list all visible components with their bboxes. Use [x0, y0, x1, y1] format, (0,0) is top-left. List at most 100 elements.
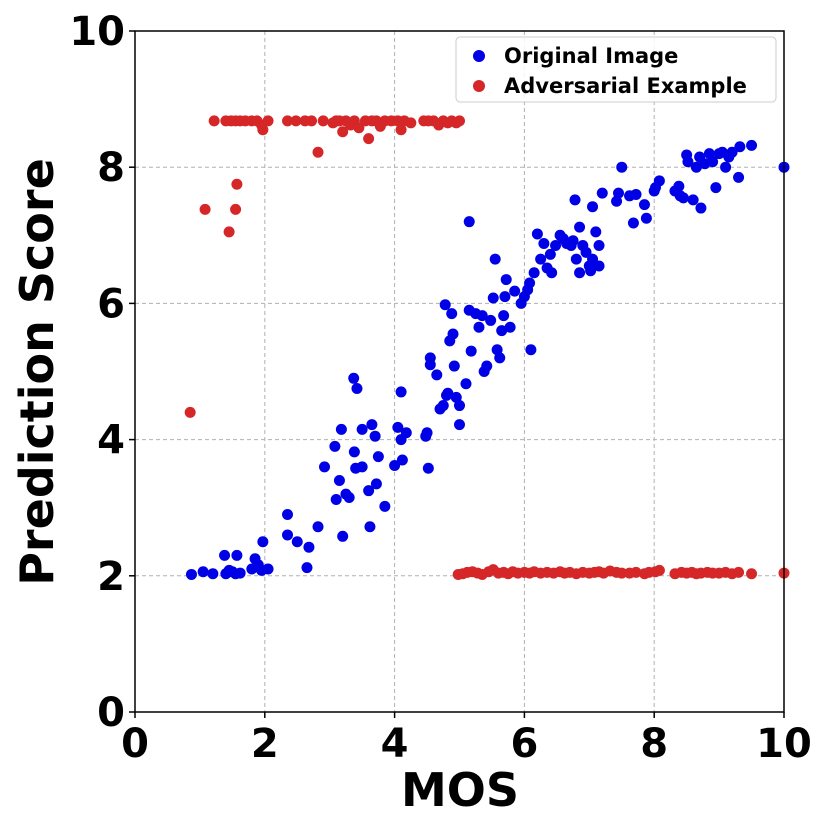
- original-image-point: [363, 485, 375, 497]
- adversarial-example-point: [262, 115, 274, 127]
- original-image-point: [395, 386, 407, 398]
- original-image-point: [570, 253, 582, 265]
- adversarial-example-point: [653, 564, 665, 576]
- series-adversarial-example: [184, 115, 790, 580]
- original-image-point: [197, 566, 209, 578]
- original-image-point: [535, 253, 547, 265]
- original-image-point: [494, 352, 506, 364]
- original-image-point: [348, 372, 360, 384]
- original-image-point: [337, 530, 349, 542]
- original-image-point: [351, 383, 363, 395]
- legend-box: [455, 36, 777, 103]
- adversarial-example-point: [231, 178, 243, 190]
- original-image-point: [640, 212, 652, 224]
- original-image-point: [538, 237, 550, 249]
- original-image-point: [437, 400, 449, 412]
- original-image-point: [465, 345, 477, 357]
- adversarial-example-point: [395, 124, 407, 136]
- original-image-point: [500, 274, 512, 286]
- original-image-point: [400, 427, 412, 439]
- original-image-point: [291, 536, 303, 548]
- original-image-point: [734, 141, 746, 153]
- original-image-point: [439, 299, 451, 311]
- x-tick-label: 0: [121, 721, 149, 767]
- original-image-point: [627, 217, 639, 229]
- original-image-point: [343, 491, 355, 503]
- original-image-point: [333, 474, 345, 486]
- original-image-point: [687, 194, 699, 206]
- legend-label-adversarial: Adversarial Example: [504, 74, 747, 98]
- adversarial-example-point: [199, 203, 211, 215]
- original-image-point: [454, 400, 465, 412]
- original-image-point: [481, 360, 493, 372]
- y-tick-label: 8: [97, 145, 125, 191]
- original-image-point: [372, 451, 384, 463]
- original-image-point: [448, 360, 460, 372]
- x-axis-title: MOS: [401, 763, 519, 817]
- y-tick-label: 6: [97, 281, 125, 327]
- x-tick-labels: 0 2 4 6 8 10: [121, 712, 812, 767]
- original-image-point: [587, 201, 599, 213]
- original-image-point: [312, 521, 324, 533]
- original-image-point: [498, 310, 510, 322]
- adversarial-example-point: [337, 126, 349, 138]
- original-image-point: [207, 568, 219, 580]
- plot-frame: [134, 30, 785, 713]
- original-image-point: [422, 462, 434, 474]
- original-image-point: [499, 291, 511, 303]
- adversarial-example-point: [733, 566, 745, 578]
- adversarial-example-point: [363, 133, 375, 145]
- original-image-point: [219, 549, 231, 561]
- original-image-point: [185, 568, 197, 580]
- original-image-point: [257, 536, 269, 548]
- original-image-point: [262, 563, 274, 575]
- y-tick-label: 0: [97, 690, 125, 736]
- adversarial-example-point: [353, 122, 365, 134]
- original-image-point: [329, 440, 341, 452]
- original-image-point: [504, 321, 516, 333]
- original-image-point: [690, 161, 702, 173]
- original-image-point: [234, 567, 246, 579]
- adversarial-example-point: [290, 115, 302, 127]
- original-image-point: [593, 240, 605, 252]
- x-tick-label: 6: [510, 721, 538, 767]
- original-image-point: [746, 139, 758, 151]
- original-image-point: [682, 156, 694, 168]
- original-image-point: [476, 310, 488, 322]
- original-image-point: [585, 265, 597, 277]
- original-image-point: [460, 378, 472, 390]
- y-tick-label: 4: [97, 418, 125, 464]
- original-image-point: [525, 344, 537, 356]
- adversarial-example-point: [405, 117, 417, 129]
- original-image-point: [319, 461, 331, 473]
- original-image-point: [379, 500, 391, 512]
- original-image-point: [356, 423, 368, 435]
- original-image-point: [630, 188, 642, 200]
- original-image-point: [356, 461, 368, 473]
- x-tick-label: 2: [251, 721, 279, 767]
- original-image-point: [710, 182, 722, 194]
- adversarial-example-point: [312, 146, 324, 158]
- original-image-point: [454, 419, 465, 431]
- original-image-point: [392, 421, 404, 433]
- y-tick-labels: 0 2 4 6 8 10: [69, 9, 135, 736]
- original-image-point: [369, 430, 381, 442]
- legend-marker-adversarial: [473, 80, 485, 92]
- original-image-point: [330, 494, 342, 506]
- original-image-point: [231, 549, 243, 561]
- original-image-point: [396, 454, 408, 466]
- original-image-point: [587, 253, 599, 265]
- original-image-point: [496, 325, 508, 337]
- original-image-point: [569, 194, 581, 206]
- original-image-point: [550, 240, 562, 252]
- original-image-point: [695, 202, 707, 214]
- original-image-point: [673, 180, 685, 192]
- original-image-point: [544, 248, 556, 260]
- x-tick-label: 10: [756, 721, 812, 767]
- series-original-image: [185, 139, 790, 580]
- x-tick-label: 4: [381, 721, 409, 767]
- original-image-point: [720, 161, 732, 173]
- original-image-point: [528, 267, 540, 279]
